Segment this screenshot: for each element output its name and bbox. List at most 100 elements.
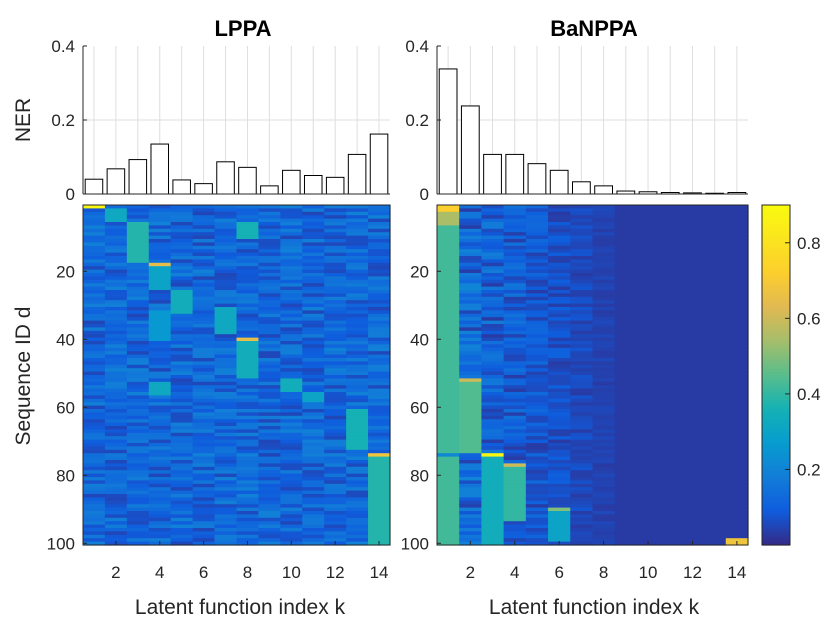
heatmap-cell <box>592 463 616 468</box>
heatmap-cell <box>636 528 660 532</box>
y-tick-label: 80 <box>410 466 429 485</box>
heatmap-cell <box>725 330 749 335</box>
colorbar-segment <box>762 309 790 314</box>
heatmap-cell <box>459 296 483 301</box>
heatmap-cell <box>681 300 705 305</box>
heatmap-cell <box>725 232 749 237</box>
heatmap-cell <box>659 358 682 362</box>
heatmap-cell <box>592 490 616 495</box>
heatmap-cell <box>302 381 325 386</box>
heatmap-cell <box>614 395 638 400</box>
heatmap-cell <box>681 225 705 230</box>
heatmap-cell <box>280 439 303 444</box>
heatmap-cell <box>83 364 106 369</box>
heatmap-cell <box>126 463 150 468</box>
heatmap-cell <box>192 242 216 247</box>
heatmap-cell <box>725 477 749 481</box>
heatmap-cell <box>636 215 660 220</box>
heatmap-cell <box>126 334 150 339</box>
heatmap-cell <box>83 490 106 495</box>
heatmap-cell <box>592 235 616 240</box>
colorbar-segment <box>762 465 790 470</box>
heatmap-cell <box>570 239 594 243</box>
heatmap-cell <box>214 245 238 250</box>
heatmap-cell <box>346 528 369 532</box>
heatmap-cell <box>236 480 260 485</box>
heatmap-cell <box>126 480 150 485</box>
heatmap-cell <box>170 419 194 424</box>
heatmap-cell <box>236 364 260 369</box>
heatmap-cell <box>437 398 460 403</box>
heatmap-cell <box>324 487 347 492</box>
colorbar-tick-label: 0.2 <box>797 460 821 479</box>
heatmap-cell <box>346 517 369 522</box>
heatmap-cell <box>368 324 391 328</box>
heatmap-cell <box>126 477 150 481</box>
heatmap-cell <box>346 412 369 417</box>
heatmap-cell <box>503 218 527 223</box>
heatmap-cell <box>236 375 260 379</box>
heatmap-cell <box>104 521 128 526</box>
heatmap-cell <box>368 419 391 424</box>
heatmap-cell <box>126 466 150 471</box>
heatmap-cell <box>148 385 172 390</box>
heatmap-cell <box>703 436 727 441</box>
heatmap-cell <box>214 490 238 495</box>
heatmap-cell <box>481 222 505 226</box>
heatmap-cell <box>725 317 749 322</box>
heatmap-cell <box>148 395 172 400</box>
heatmap-cell <box>570 528 594 532</box>
heatmap-cell <box>459 344 483 349</box>
heatmap-cell <box>614 439 638 444</box>
heatmap-cell <box>324 504 347 509</box>
heatmap-cell <box>636 470 660 475</box>
x-tick-label: 14 <box>370 563 389 582</box>
heatmap-cell <box>703 215 727 220</box>
heatmap-cell <box>104 480 128 485</box>
heatmap-cell <box>324 453 347 458</box>
heatmap-cell <box>280 528 303 532</box>
heatmap-cell <box>570 361 594 366</box>
heatmap-cell <box>258 538 281 543</box>
heatmap-cell <box>437 456 460 461</box>
colorbar-segment <box>762 318 790 322</box>
heatmap-cell <box>236 245 260 250</box>
heatmap-cell <box>346 337 369 342</box>
heatmap-cell <box>83 361 106 366</box>
heatmap-cell <box>258 426 281 430</box>
heatmap-cell <box>592 507 616 512</box>
heatmap-cell <box>636 310 660 315</box>
heatmap-cell <box>324 222 347 226</box>
heatmap-cell <box>525 538 549 543</box>
heatmap-cell <box>437 262 460 267</box>
heatmap-cell <box>503 398 527 403</box>
heatmap-cell <box>126 473 150 478</box>
heatmap-cell <box>192 375 216 379</box>
heatmap-cell <box>503 371 527 376</box>
heatmap-cell <box>636 487 660 492</box>
heatmap-cell <box>725 456 749 461</box>
heatmap-cell <box>614 378 638 383</box>
heatmap-cell <box>525 460 549 464</box>
heatmap-cell <box>525 531 549 536</box>
heatmap-cell <box>659 256 682 260</box>
heatmap-cell <box>548 368 571 373</box>
heatmap-cell <box>192 368 216 373</box>
heatmap-cell <box>258 460 281 464</box>
heatmap-cell <box>83 232 106 237</box>
heatmap-cell <box>725 432 749 437</box>
heatmap-cell <box>659 514 682 519</box>
heatmap-cell <box>592 364 616 369</box>
heatmap-cell <box>280 466 303 471</box>
heatmap-cell <box>459 388 483 393</box>
heatmap-cell <box>636 494 660 498</box>
heatmap-cell <box>636 456 660 461</box>
heatmap-cell <box>302 392 325 396</box>
heatmap-cell <box>104 222 128 226</box>
heatmap-cell <box>192 514 216 519</box>
heatmap-cell <box>346 409 369 413</box>
heatmap-cell <box>324 405 347 410</box>
heatmap-cell <box>170 320 194 325</box>
heatmap-cell <box>525 463 549 468</box>
heatmap-cell <box>659 426 682 430</box>
